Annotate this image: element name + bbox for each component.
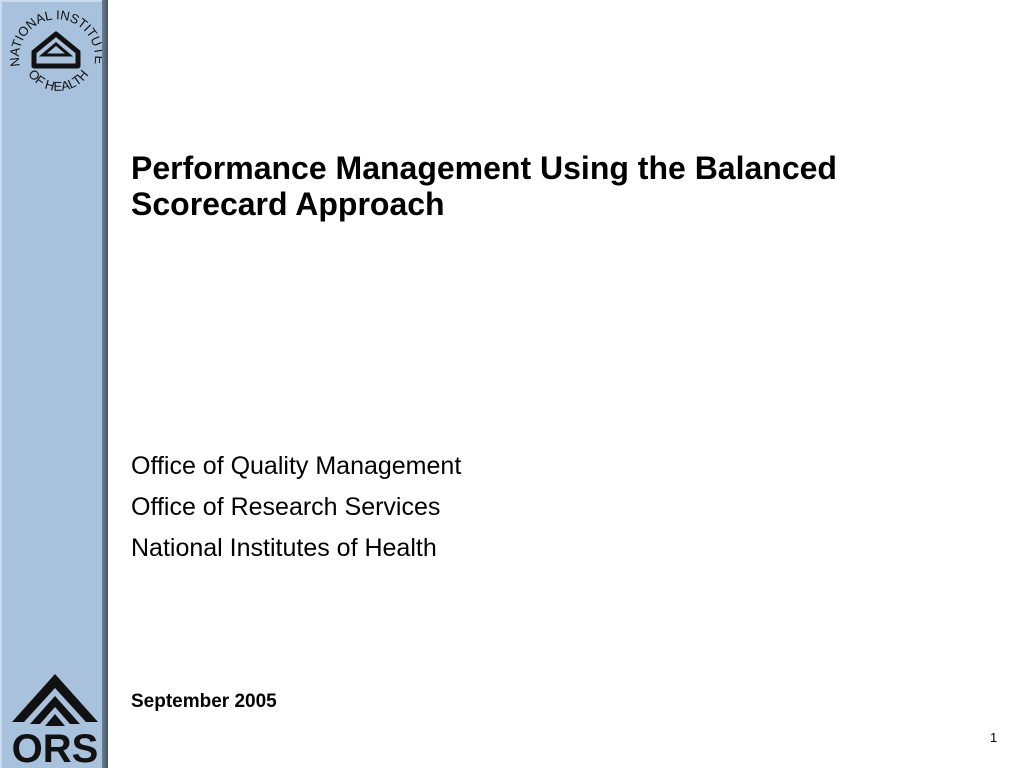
nih-logo: NATIONAL INSTITUTES OF HEALTH [6,4,106,94]
svg-text:OF HEALTH: OF HEALTH [25,66,91,93]
page-number: 1 [990,730,998,745]
organization-line: National Institutes of Health [131,534,437,562]
organization-line: Office of Research Services [131,493,441,521]
svg-text:ORS: ORS [12,727,99,766]
sidebar-edge [102,0,108,768]
slide-date: September 2005 [131,691,277,712]
slide-title: Performance Management Using the Balance… [131,150,837,222]
organization-line: Office of Quality Management [131,452,462,480]
organization-list: Office of Quality Management Office of R… [131,446,461,569]
ors-logo: ORS [12,674,99,766]
sidebar: NATIONAL INSTITUTES OF HEALTH ORS [0,0,106,768]
